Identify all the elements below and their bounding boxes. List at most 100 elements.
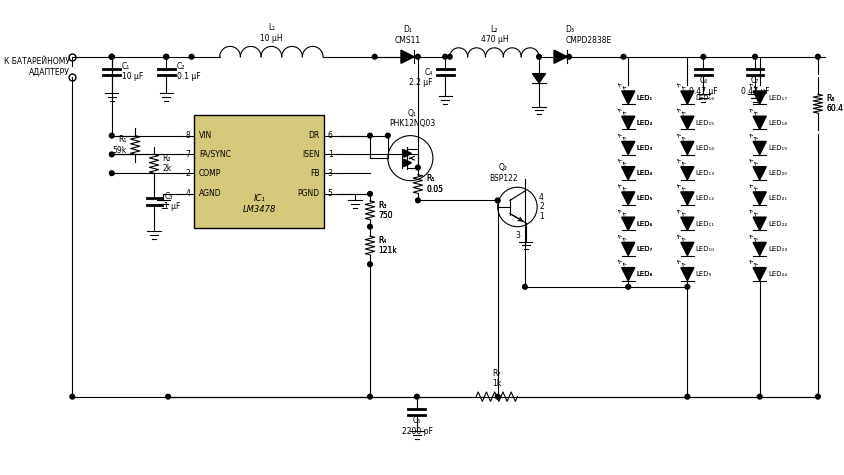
Circle shape (109, 171, 114, 176)
Text: R₇
1k: R₇ 1k (491, 369, 500, 388)
Text: C₁
10 μF: C₁ 10 μF (122, 62, 143, 81)
Text: R₂
2k: R₂ 2k (162, 154, 171, 173)
Text: LED₁₅: LED₁₅ (695, 120, 714, 126)
Text: C₂
0.1 μF: C₂ 0.1 μF (176, 62, 200, 81)
Circle shape (109, 55, 114, 59)
Text: R₄
121k: R₄ 121k (378, 236, 397, 255)
Text: LED₉: LED₉ (695, 271, 711, 277)
Circle shape (814, 394, 820, 399)
Circle shape (701, 55, 705, 59)
Circle shape (620, 55, 625, 59)
Circle shape (70, 394, 74, 399)
Text: R₅
0.05: R₅ 0.05 (426, 174, 443, 194)
Polygon shape (621, 167, 634, 180)
Polygon shape (680, 116, 693, 129)
Polygon shape (680, 242, 693, 256)
Text: LED₁₂: LED₁₂ (695, 196, 714, 201)
Circle shape (442, 55, 447, 59)
Circle shape (165, 394, 170, 399)
Text: LED₁₀: LED₁₀ (695, 246, 714, 252)
Text: 1: 1 (538, 212, 544, 221)
Text: R₁
59k: R₁ 59k (112, 135, 127, 155)
Text: FB: FB (310, 169, 319, 178)
Polygon shape (752, 267, 766, 281)
Text: LED₂: LED₂ (636, 120, 652, 126)
Polygon shape (752, 192, 766, 205)
Circle shape (372, 55, 376, 59)
Text: PGND: PGND (297, 190, 319, 199)
Circle shape (415, 165, 419, 170)
Polygon shape (621, 192, 634, 205)
Text: C₄
2.2 μF: C₄ 2.2 μF (409, 68, 432, 87)
Text: 1: 1 (327, 150, 332, 159)
Text: LED₇: LED₇ (636, 246, 652, 252)
Text: LED₃: LED₃ (636, 145, 652, 151)
Text: R₅
0.05: R₅ 0.05 (426, 174, 443, 194)
Text: LED₂₂: LED₂₂ (767, 221, 787, 227)
Polygon shape (752, 91, 766, 104)
Text: 4: 4 (538, 193, 544, 202)
Text: R₄
121k: R₄ 121k (378, 236, 397, 255)
Circle shape (536, 55, 541, 59)
Circle shape (415, 198, 419, 203)
Text: LED₁₁: LED₁₁ (695, 221, 714, 227)
Polygon shape (621, 116, 634, 129)
Text: LED₁₇: LED₁₇ (767, 95, 787, 101)
Circle shape (367, 191, 372, 196)
Circle shape (566, 55, 571, 59)
Text: LED₅: LED₅ (636, 196, 652, 201)
Text: 2: 2 (538, 202, 544, 211)
Circle shape (756, 394, 761, 399)
Text: LED₂₁: LED₂₁ (767, 196, 787, 201)
Polygon shape (621, 267, 634, 281)
Polygon shape (401, 50, 414, 63)
Circle shape (109, 152, 114, 157)
Text: LED₁₄: LED₁₄ (695, 145, 714, 151)
Text: LED₂: LED₂ (636, 120, 652, 126)
Text: L₂
470 μH: L₂ 470 μH (480, 25, 507, 44)
Polygon shape (752, 142, 766, 154)
Text: VIN: VIN (199, 131, 212, 140)
Text: FA/SYNC: FA/SYNC (199, 150, 230, 159)
Text: 5: 5 (327, 190, 333, 199)
Text: LED₅: LED₅ (636, 196, 652, 201)
Text: 2: 2 (186, 169, 191, 178)
Polygon shape (403, 159, 411, 167)
Text: 8: 8 (186, 131, 191, 140)
Polygon shape (680, 192, 693, 205)
Text: AGND: AGND (199, 190, 221, 199)
Text: C₃
1 μF: C₃ 1 μF (164, 191, 181, 211)
Circle shape (447, 55, 452, 59)
Text: R₃
750: R₃ 750 (378, 200, 392, 220)
Text: LED₈: LED₈ (636, 271, 652, 277)
Text: 3: 3 (327, 169, 333, 178)
Polygon shape (621, 242, 634, 256)
Polygon shape (752, 217, 766, 230)
Text: 4: 4 (186, 190, 191, 199)
Text: LED₁: LED₁ (636, 95, 652, 101)
Circle shape (522, 285, 527, 289)
Text: C₆
0.47 μF: C₆ 0.47 μF (688, 76, 717, 96)
Circle shape (684, 285, 689, 289)
Polygon shape (680, 142, 693, 154)
Circle shape (415, 55, 419, 59)
Polygon shape (532, 74, 545, 83)
Polygon shape (680, 267, 693, 281)
Text: LED₁₉: LED₁₉ (767, 145, 787, 151)
Circle shape (684, 394, 689, 399)
Text: LED₄: LED₄ (636, 170, 652, 176)
Text: C₅
2200 pF: C₅ 2200 pF (401, 417, 432, 436)
Polygon shape (680, 167, 693, 180)
Circle shape (164, 55, 168, 59)
Text: К БАТАРЕЙНОМУ
АДАПТЕРУ: К БАТАРЕЙНОМУ АДАПТЕРУ (3, 57, 69, 77)
Text: R₃
750: R₃ 750 (378, 200, 392, 220)
Circle shape (814, 55, 820, 59)
Text: 6: 6 (327, 131, 333, 140)
Text: Q₂
BSP122: Q₂ BSP122 (489, 163, 517, 182)
Circle shape (625, 285, 630, 289)
Polygon shape (680, 217, 693, 230)
Circle shape (164, 55, 168, 59)
Text: R₈
60.4: R₈ 60.4 (825, 94, 842, 114)
Circle shape (752, 55, 756, 59)
Circle shape (405, 55, 409, 59)
